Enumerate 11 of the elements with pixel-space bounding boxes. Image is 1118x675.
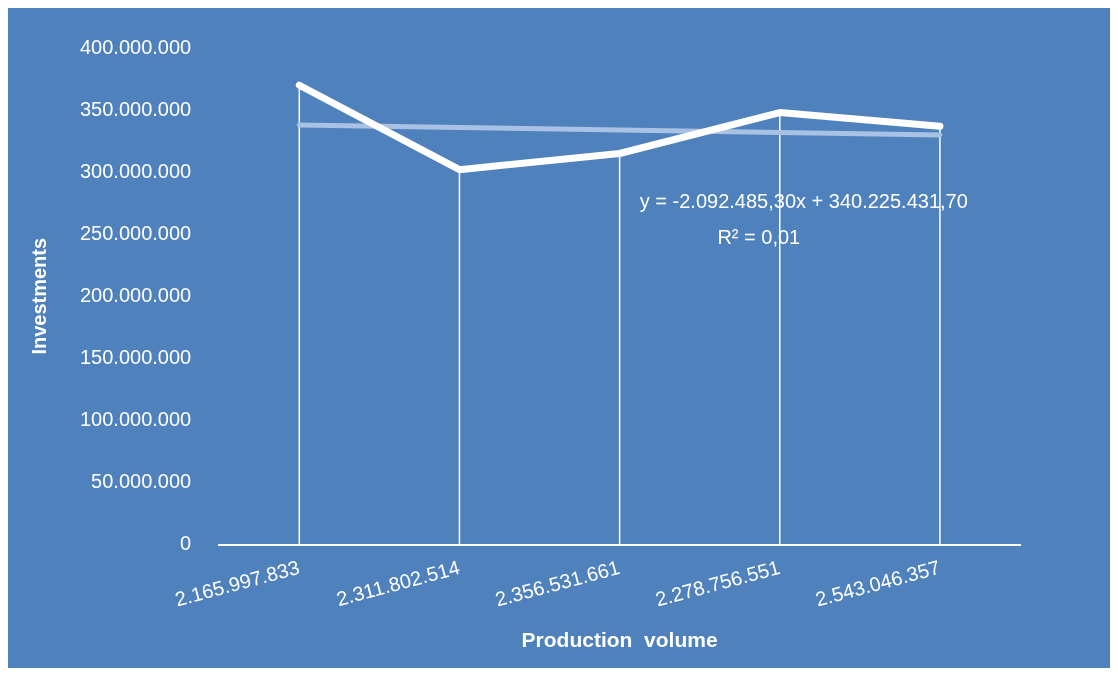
y-tick-label: 50.000.000 (91, 469, 192, 492)
y-tick-label: 350.000.000 (79, 97, 192, 120)
y-axis-title: Investments (27, 237, 50, 355)
y-tick-label: 150.000.000 (79, 345, 192, 368)
y-tick-label: 300.000.000 (79, 159, 192, 182)
y-tick-label: 200.000.000 (79, 283, 192, 306)
y-tick-label: 400.000.000 (79, 35, 192, 58)
y-tick-label: 0 (180, 532, 192, 555)
y-tick-label: 250.000.000 (79, 221, 192, 244)
x-axis-title: Production volume (521, 628, 718, 652)
y-tick-label: 100.000.000 (79, 407, 192, 430)
